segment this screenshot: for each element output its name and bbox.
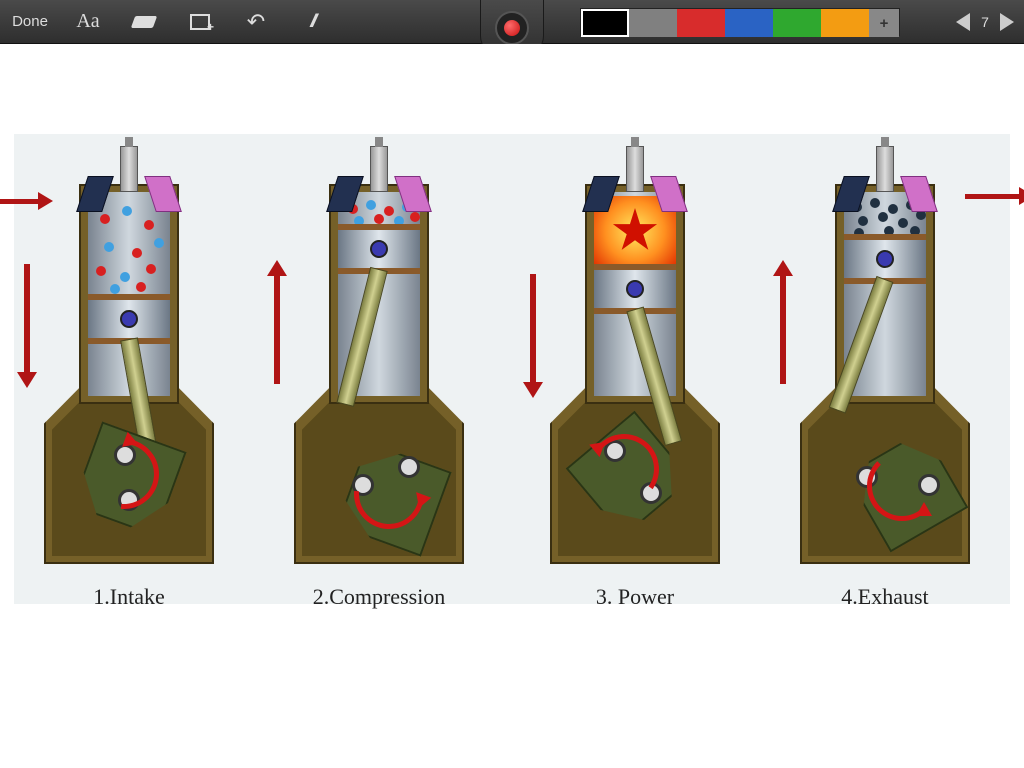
rotation-arrow <box>867 451 937 521</box>
undo-button[interactable]: ↶ <box>228 0 284 44</box>
stroke-arrow <box>24 264 30 374</box>
stage-label: 4.Exhaust <box>770 584 1000 610</box>
color-swatch[interactable] <box>821 9 869 37</box>
piston <box>88 294 170 344</box>
eraser-icon <box>131 16 157 28</box>
engine-cutaway <box>800 154 970 564</box>
engine-stage: 4.Exhaust <box>770 134 1000 604</box>
done-button[interactable]: Done <box>0 0 60 44</box>
gas-dot <box>146 264 156 274</box>
stroke-arrow <box>780 274 786 384</box>
engine-cutaway <box>294 154 464 564</box>
image-icon: + <box>190 14 210 30</box>
gas-dot <box>878 212 888 222</box>
gas-dot <box>144 220 154 230</box>
next-page-button[interactable] <box>1000 13 1014 31</box>
piston <box>844 234 926 284</box>
brush-tool-button[interactable]: /// <box>284 0 340 44</box>
add-color-button[interactable]: + <box>869 9 899 37</box>
piston <box>338 224 420 274</box>
color-swatch[interactable] <box>581 9 629 37</box>
spark-plug <box>370 146 388 192</box>
stage-label: 3. Power <box>520 584 750 610</box>
engine-stage: 1.Intake <box>14 134 244 604</box>
gas-dot <box>104 242 114 252</box>
gas-dot <box>96 266 106 276</box>
record-icon <box>504 20 520 36</box>
inlet-arrow <box>0 199 39 204</box>
gas-dot <box>374 214 384 224</box>
engine-cutaway <box>550 154 720 564</box>
spark-plug <box>120 146 138 192</box>
spark-plug <box>876 146 894 192</box>
text-tool-button[interactable]: Aa <box>60 0 116 44</box>
piston <box>594 264 676 314</box>
canvas[interactable]: 1.Intake 2.Compression <box>0 44 1024 768</box>
gas-dot <box>888 204 898 214</box>
brush-icon: /// <box>310 11 313 32</box>
engine-stage: 2.Compression <box>264 134 494 604</box>
image-tool-button[interactable]: + <box>172 0 228 44</box>
color-swatch[interactable] <box>629 9 677 37</box>
page-number: 7 <box>978 14 992 30</box>
gas-dot <box>898 218 908 228</box>
prev-page-button[interactable] <box>956 13 970 31</box>
color-swatch[interactable] <box>677 9 725 37</box>
color-swatch[interactable] <box>773 9 821 37</box>
gas-dot <box>110 284 120 294</box>
gas-dot <box>120 272 130 282</box>
record-button[interactable] <box>495 11 529 45</box>
color-swatch[interactable] <box>725 9 773 37</box>
color-palette: + <box>580 8 900 36</box>
gas-dot <box>132 248 142 258</box>
gas-dot <box>870 198 880 208</box>
engine-cutaway <box>44 154 214 564</box>
gas-dot <box>154 238 164 248</box>
gas-dot <box>366 200 376 210</box>
gas-dot <box>122 206 132 216</box>
stroke-arrow <box>274 274 280 384</box>
gas-dot <box>410 212 420 222</box>
gas-dot <box>136 282 146 292</box>
stage-label: 2.Compression <box>264 584 494 610</box>
gas-dot <box>384 206 394 216</box>
gas-dot <box>858 216 868 226</box>
undo-icon: ↶ <box>247 9 265 35</box>
toolbar: Done Aa + ↶ /// + 7 <box>0 0 1024 44</box>
text-icon: Aa <box>76 10 99 33</box>
outlet-arrow <box>965 194 1020 199</box>
stroke-arrow <box>530 274 536 384</box>
eraser-tool-button[interactable] <box>116 0 172 44</box>
spark-plug <box>626 146 644 192</box>
engine-stage: 3. Power <box>520 134 750 604</box>
stage-label: 1.Intake <box>14 584 244 610</box>
page-nav: 7 <box>956 0 1014 44</box>
gas-dot <box>100 214 110 224</box>
